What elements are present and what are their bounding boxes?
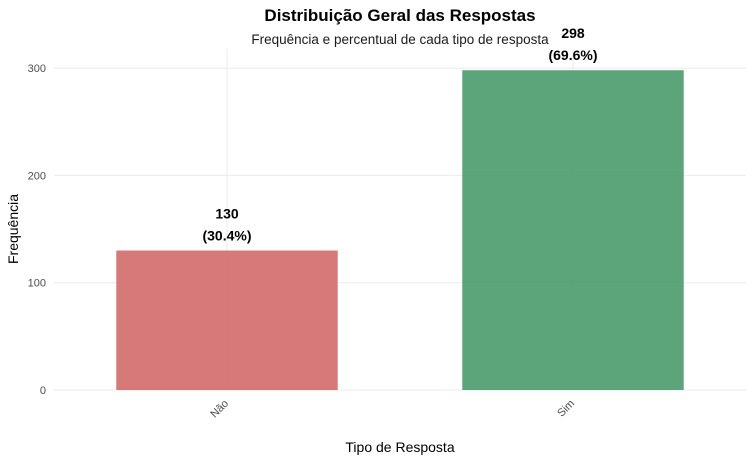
data-label-count: 130 [215, 206, 239, 222]
chart-title: Distribuição Geral das Respostas [264, 6, 535, 25]
y-tick-label: 300 [28, 63, 46, 75]
x-axis-title: Tipo de Resposta [345, 439, 454, 455]
y-axis-ticks: 0 100 200 300 [28, 63, 46, 397]
data-label-percent: (30.4%) [202, 228, 251, 244]
y-tick-label: 200 [28, 170, 46, 182]
x-tick-label: Não [208, 398, 231, 421]
chart-subtitle: Frequência e percentual de cada tipo de … [251, 32, 549, 47]
y-tick-label: 0 [40, 385, 46, 397]
data-label-percent: (69.6%) [548, 47, 597, 63]
x-axis-ticks: Não Sim [208, 398, 577, 421]
bars [116, 70, 684, 390]
x-tick-label: Sim [555, 398, 577, 420]
y-axis-title: Frequência [5, 194, 21, 264]
data-labels: 130 (30.4%) 298 (69.6%) [202, 25, 597, 243]
data-label-count: 298 [561, 25, 585, 41]
bar-1 [462, 70, 684, 390]
y-tick-label: 100 [28, 278, 46, 290]
bar-0 [116, 250, 338, 390]
